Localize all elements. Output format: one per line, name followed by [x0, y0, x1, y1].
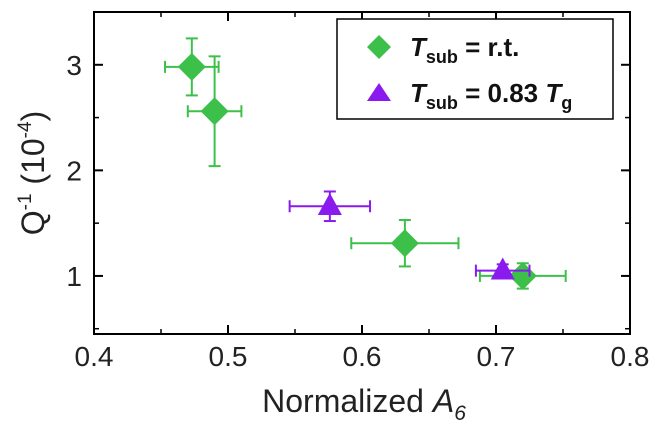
x-tick-label: 0.6 — [343, 341, 382, 372]
x-axis-label: Normalized A6 — [262, 383, 466, 424]
x-tick-label: 0.4 — [75, 341, 114, 372]
legend-rt-rest: = r.t. — [458, 32, 519, 62]
triangle-marker — [317, 193, 342, 216]
y-axis-label-sup: -1 — [15, 193, 36, 210]
x-tick-label: 0.5 — [209, 341, 248, 372]
y-tick-label: 3 — [66, 50, 82, 81]
data-point — [186, 55, 243, 168]
x-axis-label-sub: 6 — [454, 402, 466, 424]
x-tick-label: 0.7 — [477, 341, 516, 372]
triangle-marker — [490, 257, 515, 280]
legend-entry-083tg: Tsub = 0.83 Tg — [410, 78, 572, 113]
legend-tg-sub2: g — [561, 93, 572, 113]
x-axis-label-main: Normalized — [262, 383, 433, 419]
y-axis-label-tail: (10 — [15, 138, 51, 193]
y-axis-label-end: ) — [15, 111, 51, 122]
data-point — [164, 37, 220, 97]
legend-entry-rt: Tsub = r.t. — [410, 32, 519, 67]
legend-tg-italic2: T — [545, 78, 563, 108]
legend-tg-rest: = 0.83 — [458, 78, 545, 108]
legend-rt-sub: sub — [426, 47, 458, 67]
x-tick-label: 0.8 — [611, 341, 650, 372]
y-tick-label: 2 — [66, 155, 82, 186]
legend-tg-sub: sub — [426, 93, 458, 113]
plot-marks — [164, 37, 567, 290]
y-axis-label-tail-sup: -4 — [15, 121, 36, 138]
diamond-marker — [177, 52, 206, 81]
diamond-marker — [508, 261, 537, 290]
legend-rt-italic: T — [410, 32, 428, 62]
data-point — [288, 190, 372, 223]
diamond-marker — [200, 97, 229, 126]
legend-box — [336, 18, 614, 120]
legend-marker-triangle — [367, 83, 391, 101]
legend-marker-diamond — [367, 35, 391, 59]
axis-ticks: 0.4 0.5 0.6 0.7 0.8 1 2 3 — [66, 11, 650, 372]
legend: Tsub = r.t. Tsub = 0.83 Tg — [336, 18, 614, 120]
legend-tg-italic: T — [410, 78, 428, 108]
y-axis-label-main: Q — [15, 210, 51, 235]
data-point — [350, 218, 460, 268]
data-point — [474, 257, 531, 280]
x-axis-label-italic: A — [431, 383, 454, 419]
y-axis-label: Q-1 (10-4) — [15, 111, 51, 236]
diamond-marker — [390, 229, 419, 258]
y-tick-label: 1 — [66, 261, 82, 292]
